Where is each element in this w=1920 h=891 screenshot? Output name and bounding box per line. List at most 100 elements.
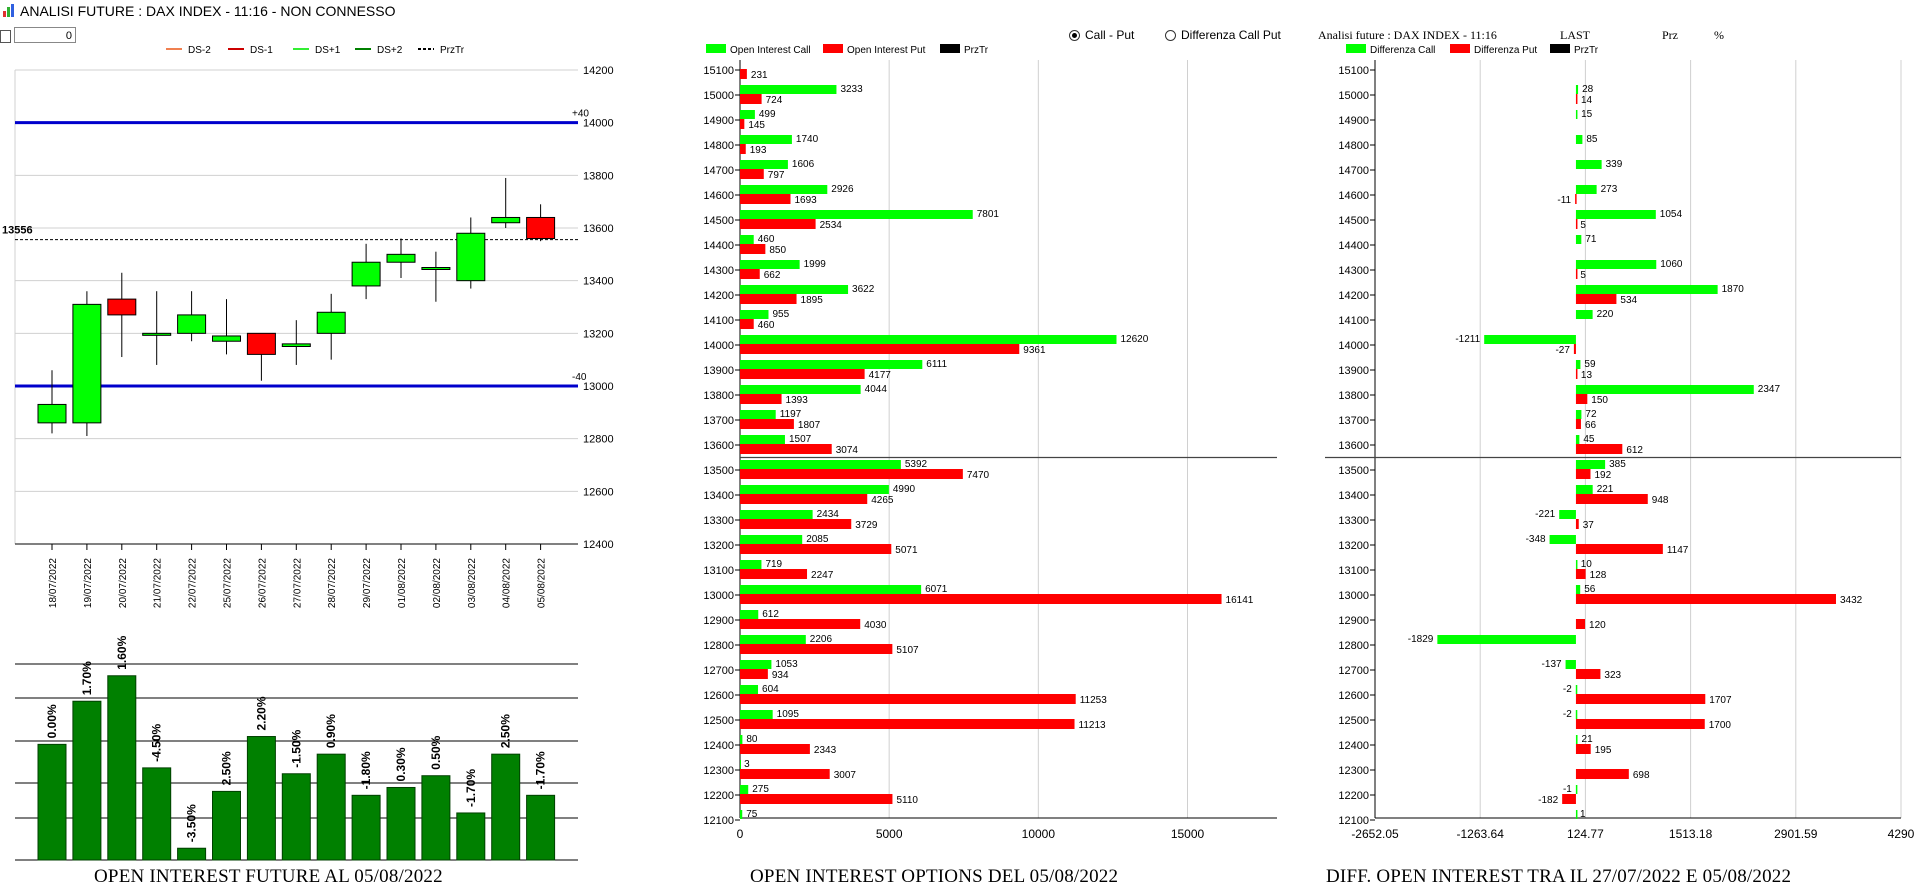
candle-body <box>386 253 416 263</box>
options-call-bar <box>740 385 861 394</box>
options-strike-label: 12800 <box>703 640 734 652</box>
diff-call-value: -348 <box>1526 534 1546 545</box>
diff-put-value: 150 <box>1591 395 1608 406</box>
future-bar <box>281 773 311 861</box>
radio-dot <box>1165 29 1176 41</box>
options-call-value: 1507 <box>789 434 812 445</box>
diff-put-bar <box>1575 744 1591 754</box>
options-x-tick-label: 0 <box>737 827 744 841</box>
diff-call-bar <box>1575 685 1578 694</box>
diff-call-value: 59 <box>1584 359 1596 370</box>
options-call-bar <box>740 785 749 794</box>
options-call-bar <box>740 735 743 744</box>
options-strike-label: 13400 <box>703 490 734 502</box>
options-put-bar <box>740 719 1075 729</box>
candle-body <box>316 311 346 334</box>
diff-strike-label: 12500 <box>1338 715 1369 727</box>
options-call-bar <box>740 435 785 444</box>
x-tick-label: 03/08/2022 <box>467 558 478 608</box>
options-put-value: 460 <box>758 320 775 331</box>
diff-strike-label: 14000 <box>1338 340 1369 352</box>
options-x-tick-label: 15000 <box>1171 827 1205 841</box>
options-strike-label: 14400 <box>703 240 734 252</box>
options-x-tick-label: 5000 <box>876 827 903 841</box>
diff-call-bar <box>1575 260 1657 269</box>
diff-put-value: 698 <box>1633 770 1650 781</box>
future-bar-label: 0.50% <box>429 735 443 769</box>
options-strike-label: 13200 <box>703 540 734 552</box>
diff-call-bar <box>1575 585 1581 594</box>
options-chart-title: OPEN INTEREST OPTIONS DEL 05/08/2022 <box>750 866 1119 887</box>
future-bar-label: 0.30% <box>394 747 408 781</box>
diff-put-bar <box>1575 519 1579 529</box>
diff-strike-label: 14900 <box>1338 115 1369 127</box>
options-strike-label: 14100 <box>703 315 734 327</box>
diff-strike-label: 15100 <box>1338 65 1369 77</box>
options-call-value: 3622 <box>852 284 875 295</box>
options-strike-label: 14000 <box>703 340 734 352</box>
options-call-value: 499 <box>759 109 776 120</box>
diff-strike-label: 13400 <box>1338 490 1369 502</box>
diff-call-bar <box>1549 535 1576 544</box>
value-spinner[interactable]: 0 <box>14 27 76 43</box>
options-call-bar <box>740 635 806 644</box>
diff-put-value: 948 <box>1652 495 1669 506</box>
options-strike-label: 12300 <box>703 765 734 777</box>
options-put-bar <box>740 144 746 154</box>
options-call-bar <box>740 160 788 169</box>
radio-differenza[interactable]: Differenza Call Put <box>1165 28 1281 42</box>
diff-x-tick-label: 4290 <box>1888 827 1915 841</box>
diff-call-bar <box>1575 385 1754 394</box>
diff-strike-label: 14700 <box>1338 165 1369 177</box>
options-strike-label: 12900 <box>703 615 734 627</box>
diff-legend-swatch <box>1550 44 1570 53</box>
options-put-bar <box>740 569 808 579</box>
future-bar <box>72 700 102 861</box>
diff-put-value: -182 <box>1538 795 1558 806</box>
option-checkbox[interactable] <box>0 30 11 43</box>
diff-put-bar <box>1575 569 1586 579</box>
diff-strike-label: 13900 <box>1338 365 1369 377</box>
candle-body <box>72 303 102 424</box>
future-bar-label: 2.20% <box>254 696 268 730</box>
options-call-bar <box>740 185 828 194</box>
diff-legend-label: PrzTr <box>1574 45 1599 56</box>
options-put-bar <box>740 369 865 379</box>
x-tick-label: 21/07/2022 <box>153 558 164 608</box>
options-put-value: 797 <box>768 170 785 181</box>
options-call-value: 719 <box>765 559 782 570</box>
options-put-bar <box>740 544 892 554</box>
diff-strike-label: 12400 <box>1338 740 1369 752</box>
options-call-value: 5392 <box>905 459 928 470</box>
options-call-bar <box>740 135 792 144</box>
diff-call-bar <box>1575 360 1581 369</box>
options-put-value: 1895 <box>801 295 824 306</box>
options-strike-label: 12400 <box>703 740 734 752</box>
panel3-header: Analisi future : DAX INDEX - 11:16 <box>1318 28 1497 42</box>
options-call-bar <box>740 360 923 369</box>
future-bar <box>421 775 451 861</box>
diff-put-bar <box>1575 769 1629 779</box>
options-call-value: 2926 <box>831 184 854 195</box>
options-put-bar <box>740 394 782 404</box>
options-put-bar <box>740 94 762 104</box>
options-call-bar <box>740 810 743 819</box>
future-bar-label: -1.50% <box>289 729 303 767</box>
options-call-bar <box>740 260 800 269</box>
options-call-bar <box>740 85 837 94</box>
options-put-value: 11213 <box>1079 720 1107 731</box>
options-call-bar <box>740 460 901 469</box>
diff-call-value: 1054 <box>1660 209 1683 220</box>
options-put-value: 231 <box>751 70 768 81</box>
options-strike-label: 13800 <box>703 390 734 402</box>
diff-call-bar <box>1575 810 1578 819</box>
diff-legend-label: Differenza Call <box>1370 45 1435 56</box>
options-call-value: 80 <box>746 734 758 745</box>
x-tick-label: 20/07/2022 <box>118 558 129 608</box>
diff-strike-label: 13700 <box>1338 415 1369 427</box>
options-call-value: 1999 <box>804 259 827 270</box>
options-put-value: 4265 <box>871 495 894 506</box>
diff-put-bar <box>1575 494 1648 504</box>
options-call-bar <box>740 335 1117 344</box>
radio-call-put[interactable]: Call - Put <box>1069 28 1134 42</box>
